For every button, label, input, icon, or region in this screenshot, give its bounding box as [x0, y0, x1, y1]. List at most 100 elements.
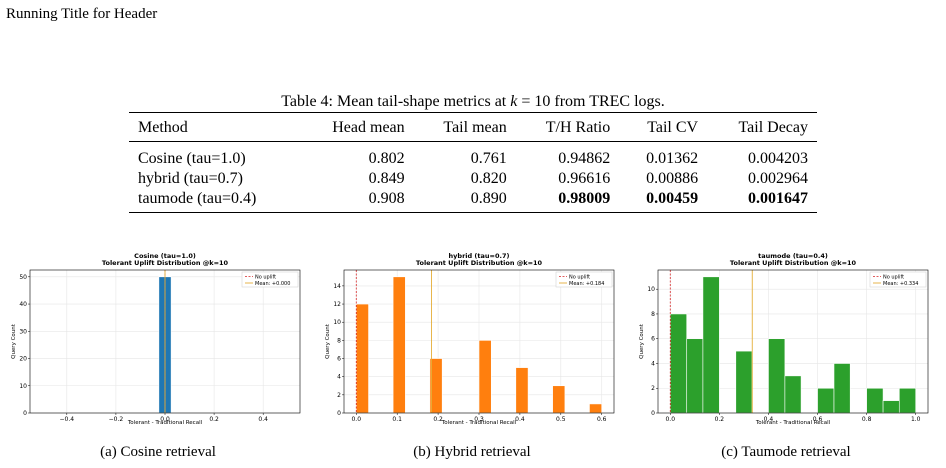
metrics-table: Method Head mean Tail mean T/H Ratio Tai…	[129, 112, 817, 213]
legend-label-mean: Mean: +0.000	[255, 281, 290, 287]
chart-title: Tolerant Uplift Distribution @k=10	[102, 259, 229, 267]
histogram-hybrid: hybrid (tau=0.7)Tolerant Uplift Distribu…	[325, 252, 615, 426]
table-cell: 0.908	[300, 189, 414, 213]
legend-label-no-uplift: No uplift	[255, 274, 276, 280]
legend-box	[869, 271, 927, 288]
table-cell: 0.01362	[646, 150, 699, 167]
table-cell: 0.00459	[619, 189, 708, 213]
x-tick-label: 0.2	[715, 416, 725, 423]
table-cell: 0.004203	[748, 150, 808, 167]
subcaption-a: (a) Cosine retrieval	[100, 444, 216, 460]
y-tick-label: 2	[651, 385, 655, 392]
y-tick-label: 10	[647, 286, 655, 293]
x-tick-label: 0.4	[764, 416, 774, 423]
y-tick-label: 20	[19, 356, 27, 363]
x-tick-label: 0.8	[862, 416, 872, 423]
histogram-bar	[589, 403, 603, 414]
col-header: Tail CV	[619, 112, 708, 142]
histogram-bar	[866, 387, 884, 414]
table-cell: 0.001647	[707, 189, 817, 213]
histogram-bar	[355, 303, 369, 414]
y-tick-label: 12	[333, 301, 341, 308]
chart-panel-taumode: taumode (tau=0.4) Tolerant Uplift Distrib…	[636, 248, 936, 428]
table-row: hybrid (tau=0.7) 0.849 0.820 0.96616 0.0…	[129, 169, 817, 189]
col-header: Head mean	[300, 112, 414, 142]
caption-eq: = 10	[517, 93, 551, 110]
x-tick-label: 0.2	[433, 416, 443, 423]
y-tick-label: 10	[333, 319, 341, 326]
histogram-bar	[392, 276, 406, 414]
histogram-bar	[898, 387, 917, 414]
y-tick-label: 10	[19, 383, 27, 390]
table-header-row: Method Head mean Tail mean T/H Ratio Tai…	[129, 112, 817, 142]
x-tick-label: 0.6	[813, 416, 823, 423]
caption-prefix: Table 4: Mean tail-shape metrics at	[281, 93, 511, 110]
table-cell: 0.761	[470, 150, 507, 167]
x-tick-label: 0.0	[665, 416, 675, 423]
y-tick-label: 0	[337, 410, 341, 417]
legend-label-mean: Mean: +0.184	[569, 281, 604, 287]
histogram-bar	[784, 375, 802, 414]
chart-title: Tolerant Uplift Distribution @k=10	[416, 259, 543, 267]
x-axis-label: Tolerant - Traditional Recall	[755, 420, 831, 426]
histogram-taumode: taumode (tau=0.4)Tolerant Uplift Distrib…	[639, 252, 929, 426]
legend-label-no-uplift: No uplift	[883, 274, 904, 280]
y-tick-label: 14	[333, 283, 341, 290]
table-cell: 0.00886	[646, 170, 699, 187]
col-header: Tail Decay	[707, 112, 817, 142]
x-tick-label: 0.6	[597, 416, 607, 423]
x-tick-label: 0.1	[392, 416, 402, 423]
histogram-bar	[686, 338, 704, 414]
histogram-bar	[702, 276, 720, 414]
table-cell: 0.802	[368, 150, 405, 167]
table-cell: 0.820	[470, 170, 507, 187]
histogram-bar	[735, 350, 753, 414]
y-tick-label: 50	[19, 274, 27, 281]
x-tick-label: 0.0	[351, 416, 361, 423]
subcaption-b: (b) Hybrid retrieval	[413, 444, 531, 460]
legend-box	[555, 271, 613, 288]
y-tick-label: 6	[651, 336, 655, 343]
x-tick-label: 0.4	[258, 416, 268, 423]
y-tick-label: 0	[651, 410, 655, 417]
y-tick-label: 8	[337, 337, 341, 344]
col-header: T/H Ratio	[515, 112, 620, 142]
table-cell: 0.890	[413, 189, 516, 213]
table-row: Cosine (tau=1.0) 0.802 0.761 0.94862 0.0…	[129, 142, 817, 170]
histogram-bar	[552, 385, 566, 414]
table-cell: 0.002964	[748, 170, 808, 187]
y-tick-label: 4	[651, 360, 655, 367]
y-tick-label: 4	[337, 374, 341, 381]
chart-panel-cosine: Cosine (tau=1.0) Tolerant Uplift Distribu…	[8, 248, 308, 428]
x-tick-label: −0.4	[60, 416, 75, 423]
chart-panel-hybrid: hybrid (tau=0.7) Tolerant Uplift Distribu…	[322, 248, 622, 428]
legend-label-mean: Mean: +0.334	[883, 281, 918, 287]
y-tick-label: 40	[19, 301, 27, 308]
y-tick-label: 8	[651, 311, 655, 318]
chart-title: Tolerant Uplift Distribution @k=10	[730, 259, 857, 267]
histogram-bar	[515, 367, 529, 414]
histogram-bar	[882, 400, 900, 414]
subcaption-c: (c) Taumode retrieval	[721, 444, 851, 460]
table-cell: 0.94862	[558, 150, 611, 167]
histogram-bar	[833, 363, 851, 414]
x-tick-label: 0.4	[515, 416, 525, 423]
table-cell: Cosine (tau=1.0)	[138, 150, 246, 167]
x-axis-label: Tolerant - Traditional Recall	[441, 420, 517, 426]
running-title: Running Title for Header	[6, 6, 158, 22]
x-tick-label: 0.5	[556, 416, 566, 423]
legend-box	[241, 271, 299, 288]
x-tick-label: 0.2	[209, 416, 219, 423]
col-header: Tail mean	[413, 112, 516, 142]
histogram-cosine: Cosine (tau=1.0)Tolerant Uplift Distribu…	[11, 252, 301, 426]
x-tick-label: −0.2	[109, 416, 124, 423]
chart-title: Cosine (tau=1.0)	[134, 252, 196, 260]
y-axis-label: Query Count	[325, 323, 331, 359]
axes-frame	[657, 269, 929, 414]
caption-suffix: from TREC logs.	[550, 93, 665, 110]
table-cell: taumode (tau=0.4)	[129, 189, 301, 213]
y-axis-label: Query Count	[11, 323, 17, 359]
x-axis-label: Tolerant - Traditional Recall	[127, 420, 203, 426]
x-tick-label: 1.0	[911, 416, 921, 423]
histogram-bar	[478, 340, 492, 414]
